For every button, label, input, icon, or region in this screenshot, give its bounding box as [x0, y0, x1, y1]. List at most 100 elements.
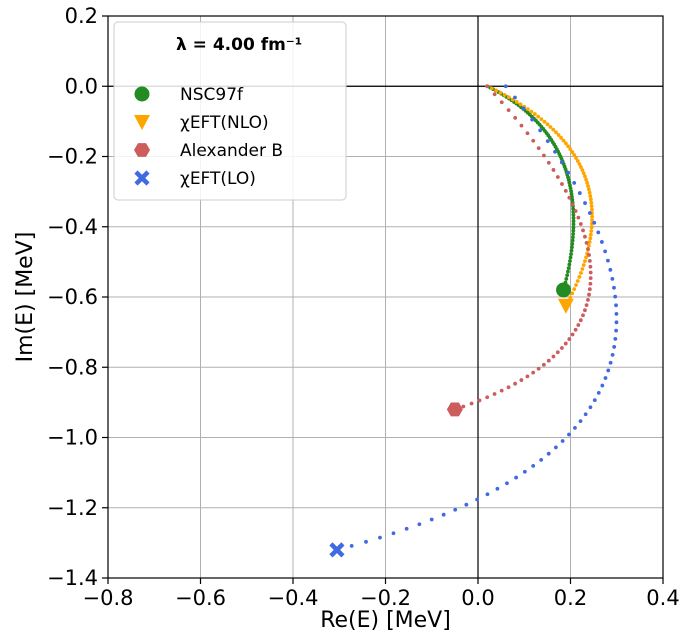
series-2-point	[576, 215, 581, 220]
series-3-point	[614, 320, 619, 325]
series-3-point	[583, 412, 588, 417]
series-1-point	[579, 271, 583, 275]
series-0-point	[568, 183, 572, 188]
series-3-point	[559, 160, 564, 165]
series-3-point	[521, 106, 526, 111]
series-3-point	[608, 360, 613, 365]
series-2-point	[492, 392, 497, 396]
series-2-point	[588, 270, 593, 275]
series-2-point	[583, 308, 587, 313]
series-3-point	[592, 398, 597, 403]
series-1-point	[498, 90, 503, 95]
series-1-point	[590, 214, 594, 219]
series-0-point	[571, 225, 576, 230]
series-1-point	[574, 283, 578, 287]
series-0-point	[566, 269, 570, 274]
series-3-point	[553, 445, 558, 450]
series-3-point	[573, 425, 577, 430]
series-2-point	[560, 346, 564, 350]
series-3-point	[614, 303, 618, 308]
series-3-point	[505, 481, 509, 486]
series-1-point	[518, 102, 523, 107]
series-1-point	[588, 232, 593, 237]
series-1-point	[502, 93, 507, 97]
series-1-point	[575, 279, 580, 283]
series-1-point	[572, 287, 577, 292]
series-1-point	[568, 295, 573, 300]
series-3-point	[567, 432, 571, 437]
series-3-point	[613, 336, 618, 341]
series-3-point	[349, 544, 354, 548]
series-3-point	[566, 170, 571, 175]
series-2-point	[513, 381, 517, 386]
series-1-point	[588, 197, 593, 202]
series-1-point	[514, 100, 519, 104]
series-2-point	[469, 401, 474, 406]
series-2-point	[570, 202, 575, 207]
series-2-point	[567, 195, 572, 200]
series-3-point	[441, 512, 446, 517]
series-3-point	[606, 368, 611, 373]
series-1-point	[581, 263, 586, 267]
series-2-point	[573, 327, 578, 332]
series-2-point	[519, 123, 524, 128]
series-3-point	[539, 457, 544, 462]
series-1-point	[575, 159, 580, 163]
series-0-point	[564, 277, 569, 281]
x-tick-label: −0.6	[175, 586, 226, 610]
series-2-point	[541, 153, 546, 158]
series-1-point	[542, 119, 547, 124]
series-3-point	[572, 181, 577, 185]
series-2-point	[536, 146, 541, 151]
series-1-point	[588, 236, 593, 241]
data-points	[335, 84, 619, 552]
series-3-point	[612, 285, 616, 290]
series-2-point	[563, 189, 568, 193]
series-1-point	[577, 162, 582, 166]
x-marker-stroke	[134, 170, 150, 186]
series-2-point	[525, 374, 530, 379]
series-2-point	[531, 370, 536, 375]
series-1-point	[580, 168, 585, 173]
series-2-point	[581, 313, 585, 318]
series-2-point	[555, 350, 560, 355]
legend-label-2: Alexander B	[180, 141, 283, 161]
y-axis-label: Im(E) [MeV]	[13, 232, 38, 363]
x-tick-label: 0.0	[461, 586, 494, 610]
series-1-point	[589, 200, 594, 205]
series-3-point	[429, 517, 434, 522]
series-0-point	[568, 255, 573, 260]
series-1-point	[579, 165, 583, 169]
x-axis-label: Re(E) [MeV]	[320, 608, 451, 633]
series-2-point	[477, 398, 482, 403]
series-2-point	[551, 168, 556, 172]
series-3-point	[378, 535, 382, 540]
series-2-point	[499, 388, 504, 393]
series-3-point	[560, 439, 565, 443]
series-2-point	[586, 297, 590, 302]
series-2-point	[531, 138, 536, 143]
series-1-point	[548, 125, 553, 129]
x-tick-label: −0.8	[83, 586, 134, 610]
series-1-point	[536, 114, 541, 119]
series-1-point	[556, 133, 561, 137]
series-2-point	[578, 222, 583, 226]
series-3-point	[513, 95, 517, 100]
series-2-point	[551, 354, 556, 359]
y-tick-label: −0.2	[47, 145, 98, 169]
legend-marker-1	[134, 115, 150, 130]
series-0-endpoint-marker	[556, 282, 572, 298]
series-3-point	[608, 267, 613, 272]
series-2-point	[563, 341, 568, 346]
x-tick-label: 0.2	[554, 586, 587, 610]
series-1-point	[584, 255, 588, 260]
series-0-point	[571, 219, 576, 224]
y-tick-label: 0.2	[65, 4, 98, 28]
series-1-point	[525, 107, 530, 112]
series-0-point	[571, 206, 576, 211]
series-3-point	[503, 84, 508, 89]
series-3-point	[453, 507, 458, 512]
series-3-point	[475, 497, 480, 502]
series-3-point	[588, 405, 593, 410]
series-2-point	[588, 264, 593, 269]
